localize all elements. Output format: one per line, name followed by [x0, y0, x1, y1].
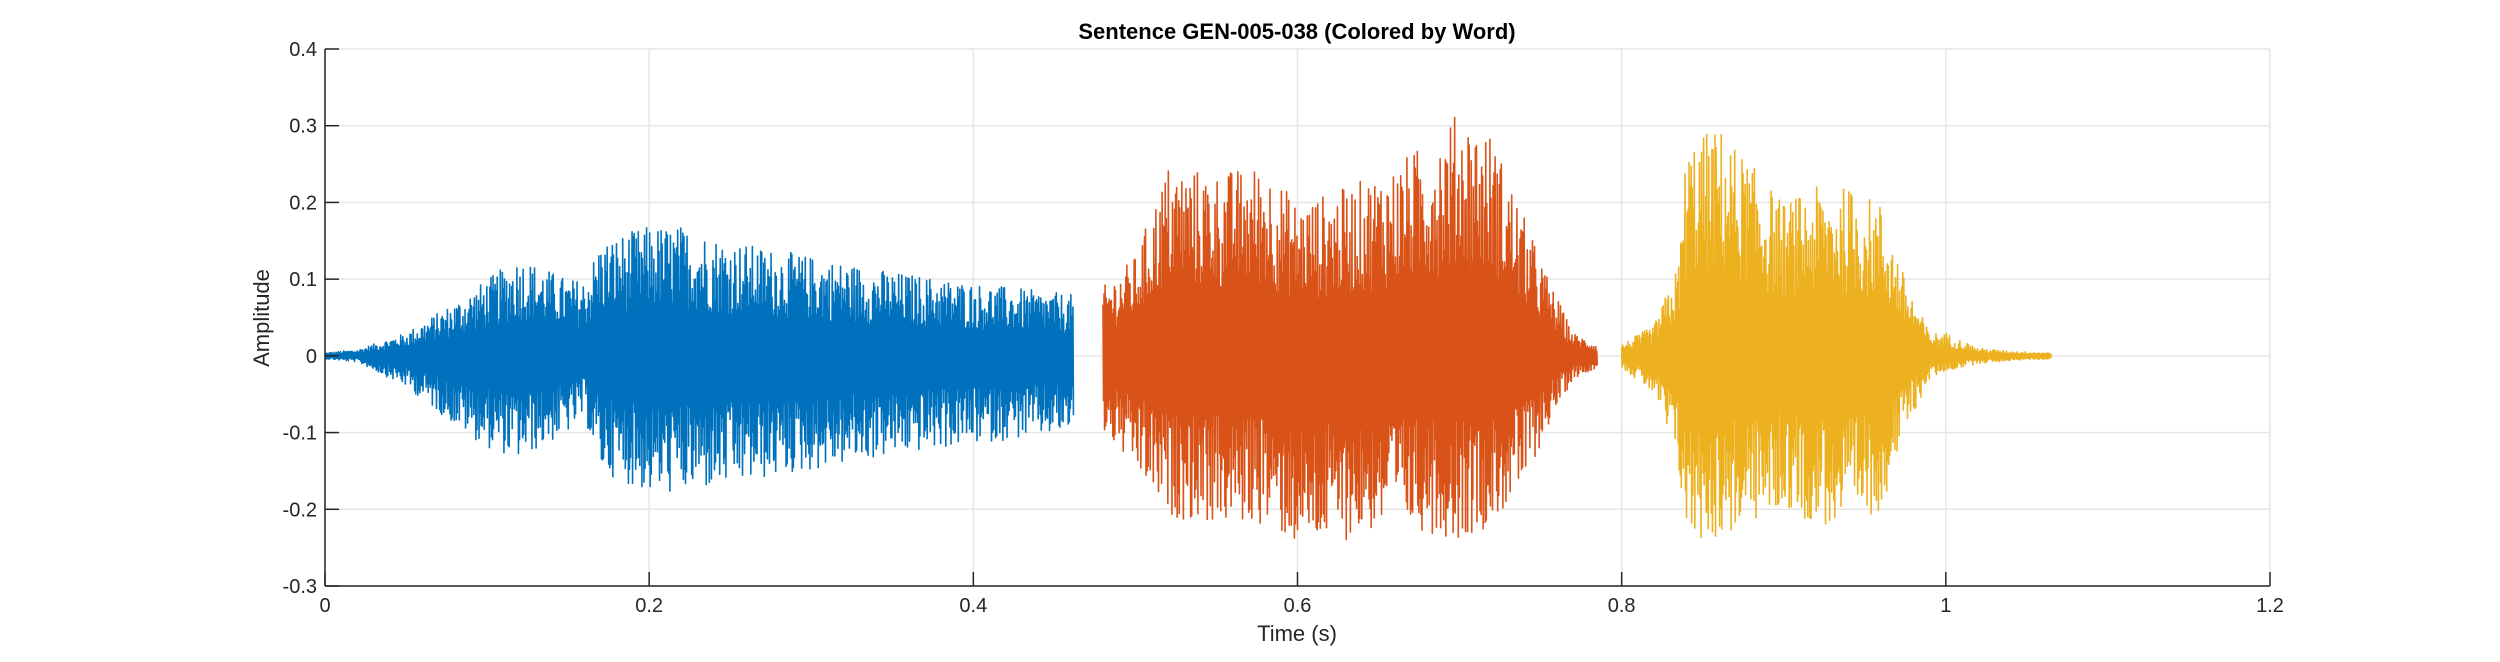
- x-tick-label: 0.2: [635, 595, 663, 617]
- series-layer: [324, 116, 2052, 541]
- waveform-series-3: [1620, 133, 2052, 539]
- y-tick-label: -0.3: [283, 576, 317, 598]
- x-tick-label: 1.2: [2256, 595, 2284, 617]
- y-tick-label: 0: [306, 346, 317, 368]
- x-tick-label: 0.6: [1284, 595, 1312, 617]
- y-tick-label: -0.2: [283, 499, 317, 521]
- y-tick-label: 0.3: [289, 116, 317, 138]
- chart-title: Sentence GEN-005-038 (Colored by Word): [1078, 19, 1515, 44]
- y-tick-label: 0.1: [289, 269, 317, 291]
- x-tick-label: 0.8: [1608, 595, 1636, 617]
- y-tick-label: 0.2: [289, 192, 317, 214]
- waveform-series-2: [1102, 116, 1599, 541]
- y-axis-label: Amplitude: [249, 269, 274, 367]
- x-tick-label: 0: [319, 595, 330, 617]
- x-tick-label: 1: [1940, 595, 1951, 617]
- y-tick-label: 0.4: [289, 39, 317, 61]
- waveform-series-1: [324, 227, 1075, 492]
- ticks: 0 0.2 0.4 0.6 0.8 1 1.2 -0.3 -0.2 -0.1 0 0.1 0.2 0.3 0…: [283, 39, 2284, 617]
- x-tick-label: 0.4: [959, 595, 987, 617]
- x-axis-label: Time (s): [1257, 621, 1337, 646]
- y-tick-label: -0.1: [283, 423, 317, 445]
